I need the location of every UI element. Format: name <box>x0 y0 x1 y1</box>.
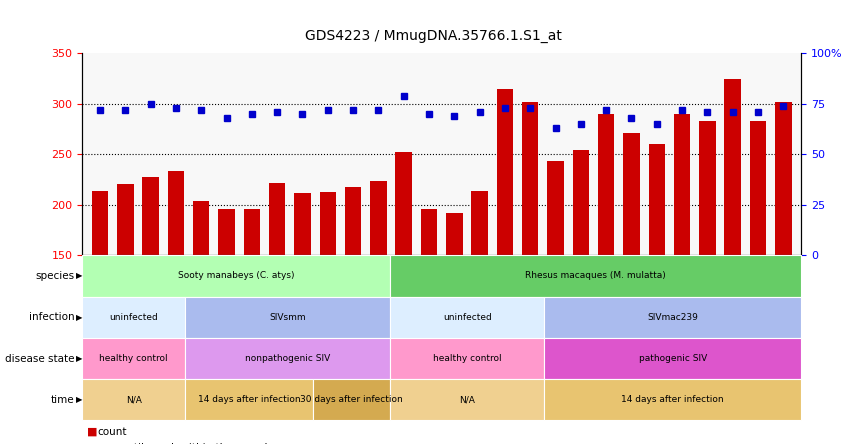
Bar <box>243 209 260 407</box>
Text: healthy control: healthy control <box>433 354 501 363</box>
Text: ▶: ▶ <box>76 395 83 404</box>
Text: Sooty manabeys (C. atys): Sooty manabeys (C. atys) <box>178 271 294 281</box>
Text: healthy control: healthy control <box>100 354 168 363</box>
Text: count: count <box>98 427 127 436</box>
Text: ▶: ▶ <box>76 313 83 322</box>
Text: 14 days after infection: 14 days after infection <box>622 395 724 404</box>
Text: species: species <box>36 271 74 281</box>
Bar <box>775 102 792 407</box>
Bar <box>396 152 412 407</box>
Bar <box>725 79 741 407</box>
Bar <box>624 133 640 407</box>
Bar <box>598 114 614 407</box>
Text: Rhesus macaques (M. mulatta): Rhesus macaques (M. mulatta) <box>526 271 666 281</box>
Bar <box>750 121 766 407</box>
Text: SIVmac239: SIVmac239 <box>647 313 698 322</box>
Bar <box>269 182 286 407</box>
Text: uninfected: uninfected <box>109 313 158 322</box>
Bar <box>674 114 690 407</box>
Text: nonpathogenic SIV: nonpathogenic SIV <box>245 354 330 363</box>
Bar <box>142 177 158 407</box>
Bar <box>699 121 715 407</box>
Text: SIVsmm: SIVsmm <box>269 313 306 322</box>
Bar <box>168 171 184 407</box>
Text: ▶: ▶ <box>76 354 83 363</box>
Bar <box>294 193 311 407</box>
Bar <box>345 186 361 407</box>
Bar <box>522 102 539 407</box>
Bar <box>370 181 386 407</box>
Bar <box>547 161 564 407</box>
Text: GDS4223 / MmugDNA.35766.1.S1_at: GDS4223 / MmugDNA.35766.1.S1_at <box>305 29 561 43</box>
Text: infection: infection <box>29 312 74 322</box>
Text: 14 days after infection: 14 days after infection <box>197 395 301 404</box>
Bar <box>471 190 488 407</box>
Text: N/A: N/A <box>459 395 475 404</box>
Text: time: time <box>51 395 74 405</box>
Bar <box>421 209 437 407</box>
Bar <box>193 201 210 407</box>
Bar <box>320 192 336 407</box>
Bar <box>92 190 108 407</box>
Bar <box>649 144 665 407</box>
Bar <box>446 213 462 407</box>
Bar <box>218 209 235 407</box>
Bar <box>497 89 514 407</box>
Text: disease state: disease state <box>5 353 74 364</box>
Text: uninfected: uninfected <box>443 313 492 322</box>
Text: ▶: ▶ <box>76 271 83 281</box>
Bar <box>117 183 133 407</box>
Text: 30 days after infection: 30 days after infection <box>301 395 404 404</box>
Text: pathogenic SIV: pathogenic SIV <box>638 354 707 363</box>
Bar <box>572 150 589 407</box>
Text: N/A: N/A <box>126 395 141 404</box>
Text: ■: ■ <box>87 427 97 436</box>
